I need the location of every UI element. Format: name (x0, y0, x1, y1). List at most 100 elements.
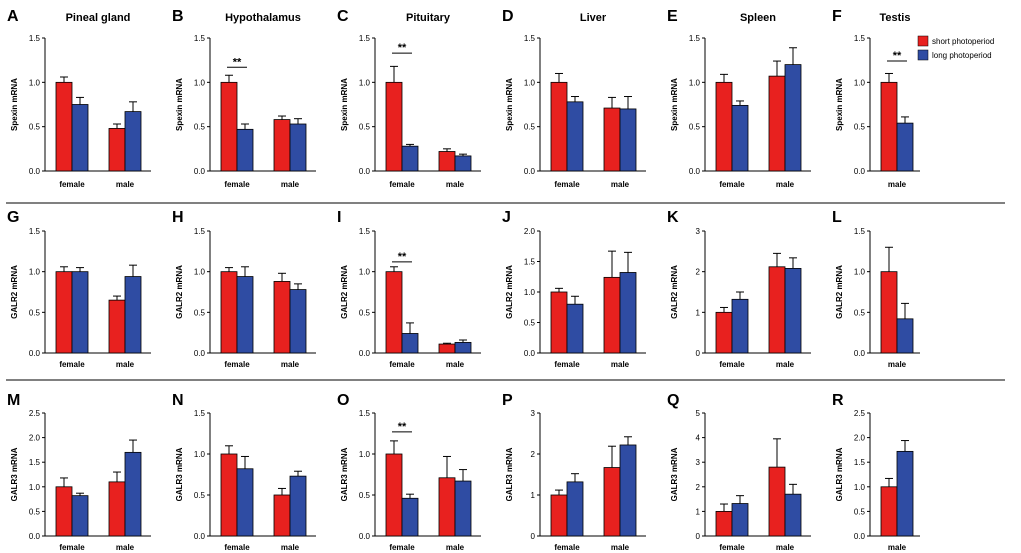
panel-letter: E (667, 8, 678, 25)
category-label: male (281, 360, 300, 369)
category-label: female (554, 180, 580, 189)
chart-panel-m: M 0.0 0.5 1.0 1.5 2.0 2.5 GALR3 mRNA female male (7, 392, 151, 552)
bar-long (731, 298, 749, 354)
panel-letter: H (172, 209, 184, 226)
y-tick-label: 1 (696, 507, 701, 516)
bar-short (880, 271, 898, 354)
bar-long (566, 481, 584, 537)
y-axis-label: Spexin mRNA (10, 78, 19, 131)
bar-long (71, 495, 89, 537)
y-axis-label: GALR2 mRNA (835, 265, 844, 319)
bar-short (550, 81, 568, 172)
y-tick-label: 0.5 (854, 308, 866, 317)
panel-title: Spleen (740, 12, 776, 24)
y-tick-label: 1.0 (524, 78, 536, 87)
category-label: male (281, 543, 300, 552)
chart-panel-a: A Pineal gland 0.0 0.5 1.0 1.5 Spexin mRNA fema… (7, 8, 151, 189)
y-tick-label: 0 (696, 532, 701, 541)
panel-letter: N (172, 392, 184, 409)
y-tick-label: 1 (531, 491, 536, 500)
chart-panel-d: D Liver 0.0 0.5 1.0 1.5 Spexin mRNA female male (502, 8, 646, 189)
bar-short (385, 271, 403, 354)
bar-long (401, 497, 419, 537)
bar-short (550, 494, 568, 537)
bar-long (566, 101, 584, 172)
y-tick-label: 1.0 (359, 78, 371, 87)
y-tick-label: 1.5 (29, 227, 41, 236)
y-tick-label: 0.5 (194, 123, 206, 132)
panel-letter: L (832, 209, 842, 226)
y-tick-label: 1.0 (524, 288, 536, 297)
y-tick-label: 0.5 (524, 319, 536, 328)
bar-short (273, 494, 291, 537)
y-tick-label: 0.5 (29, 308, 41, 317)
y-tick-label: 2 (696, 483, 701, 492)
category-label: male (776, 180, 795, 189)
y-tick-label: 1.0 (194, 78, 206, 87)
chart-panel-j: J 0.0 0.5 1.0 1.5 2.0 GALR2 mRNA female male (502, 209, 646, 369)
y-axis-label: GALR2 mRNA (670, 265, 679, 319)
y-axis-label: Spexin mRNA (175, 78, 184, 131)
y-tick-label: 1.5 (854, 34, 866, 43)
chart-panel-h: H 0.0 0.5 1.0 1.5 GALR2 mRNA female male (172, 209, 316, 369)
bar-long (289, 289, 307, 354)
category-label: male (446, 360, 465, 369)
significance-label: ** (398, 421, 407, 433)
legend-label-long: long photoperiod (932, 51, 992, 60)
y-tick-label: 0.5 (854, 123, 866, 132)
y-tick-label: 0.0 (854, 349, 866, 358)
significance-label: ** (233, 56, 242, 68)
bar-long (71, 104, 89, 172)
category-label: male (446, 543, 465, 552)
bar-short (603, 467, 621, 537)
category-label: male (116, 360, 135, 369)
y-tick-label: 1.5 (524, 34, 536, 43)
bar-short (603, 276, 621, 354)
category-label: female (389, 543, 415, 552)
category-label: male (888, 180, 907, 189)
y-axis-label: GALR3 mRNA (10, 447, 19, 501)
y-tick-label: 0.0 (689, 167, 701, 176)
y-tick-label: 3 (531, 409, 536, 418)
bar-long (784, 493, 802, 537)
chart-panel-i: I 0.0 0.5 1.0 1.5 GALR2 mRNA female male ** (337, 209, 481, 369)
bar-long (896, 450, 914, 537)
bar-long (454, 155, 472, 172)
panel-title: Liver (580, 12, 607, 24)
chart-panel-c: C Pituitary 0.0 0.5 1.0 1.5 Spexin mRNA female m… (337, 8, 481, 189)
category-label: female (59, 180, 85, 189)
category-label: female (224, 360, 250, 369)
panel-letter: A (7, 8, 19, 25)
y-tick-label: 0.0 (854, 532, 866, 541)
category-label: male (611, 180, 630, 189)
bar-long (619, 272, 637, 354)
y-tick-label: 1.0 (29, 483, 41, 492)
chart-panel-q: Q 0 1 2 3 4 5 GALR3 mRNA female male (667, 392, 811, 552)
category-label: male (611, 543, 630, 552)
y-tick-label: 1.0 (194, 268, 206, 277)
bar-short (220, 453, 238, 537)
y-tick-label: 0.5 (194, 308, 206, 317)
bar-short (438, 151, 456, 172)
panel-letter: C (337, 8, 349, 25)
significance-label: ** (398, 42, 407, 54)
y-tick-label: 2.0 (524, 227, 536, 236)
y-tick-label: 1.5 (359, 409, 371, 418)
chart-panel-g: G 0.0 0.5 1.0 1.5 GALR2 mRNA female male (7, 209, 151, 369)
y-axis-label: GALR2 mRNA (505, 265, 514, 319)
category-label: male (776, 543, 795, 552)
bar-short (438, 343, 456, 354)
y-tick-label: 1.0 (689, 78, 701, 87)
bar-long (619, 444, 637, 537)
y-tick-label: 1.5 (359, 227, 371, 236)
y-tick-label: 0 (696, 349, 701, 358)
category-label: female (224, 543, 250, 552)
y-axis-label: Spexin mRNA (340, 78, 349, 131)
bar-short (715, 81, 733, 172)
y-axis-label: GALR2 mRNA (10, 265, 19, 319)
y-tick-label: 0.0 (194, 349, 206, 358)
panel-letter: G (7, 209, 19, 226)
y-tick-label: 0.5 (524, 123, 536, 132)
y-tick-label: 0.0 (194, 532, 206, 541)
